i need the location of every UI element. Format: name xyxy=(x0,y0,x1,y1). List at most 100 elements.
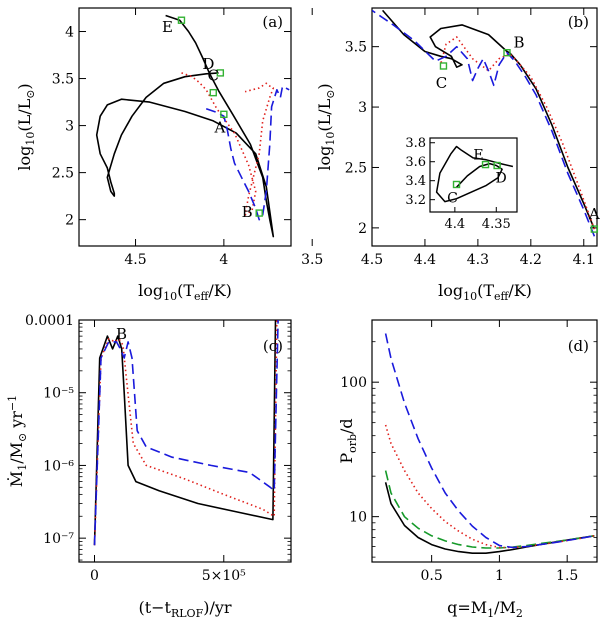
series-red-line xyxy=(181,72,275,216)
panel-b-curves xyxy=(372,9,596,237)
panel-a-markers: E DC A B xyxy=(162,16,263,221)
panel-d-xlabel: q=M1/M2 xyxy=(447,598,523,620)
series-red-line xyxy=(384,424,595,549)
y-tick-label: 3.5 xyxy=(52,71,74,87)
panel-b-ticks: 4.5 4.4 4.3 4.2 4.1 2 2.5 3 3.5 xyxy=(345,8,597,268)
panel-b-xlabel: log10(Teff/K) xyxy=(438,281,532,303)
inset-y-tick-label: 3.2 xyxy=(405,193,426,208)
x-tick-label: 1 xyxy=(495,568,504,584)
marker-C xyxy=(209,88,217,97)
inset-track-line xyxy=(435,145,514,203)
y-tick-label: 2 xyxy=(65,213,74,229)
panel-c-xlabel: (t−tRLOF)/yr xyxy=(138,598,231,620)
x-tick-label: 4.4 xyxy=(414,252,436,268)
x-tick-label: 4.5 xyxy=(361,252,383,268)
inset-y-tick-label: 3.4 xyxy=(405,174,426,189)
inset-markers: ED C xyxy=(447,148,507,207)
y-tick-label: 10⁻⁵ xyxy=(43,386,74,402)
marker-label-A: A xyxy=(588,205,600,223)
y-tick-label: 2 xyxy=(358,221,367,237)
series-black-line xyxy=(384,482,595,555)
x-tick-label: 4.5 xyxy=(124,252,146,268)
marker-D xyxy=(493,161,501,170)
inset-curve xyxy=(435,145,514,203)
marker-label-C: C xyxy=(208,67,219,85)
x-tick-label: 4.3 xyxy=(467,252,489,268)
x-tick-label: 3.5 xyxy=(301,252,323,268)
panel-d-ylabel: Porb/d xyxy=(337,418,359,463)
series-red-line xyxy=(440,36,596,230)
marker-A xyxy=(220,110,228,119)
marker-label-D: D xyxy=(202,55,214,73)
series-red-line xyxy=(93,320,278,546)
x-tick-label: 0 xyxy=(90,568,99,584)
marker-B xyxy=(503,49,511,57)
panel-c-annotation-b: B xyxy=(116,325,127,343)
series-blue-line xyxy=(384,333,595,549)
panel-d-curves xyxy=(384,333,595,555)
panel-c-ylabel: Ṁ1/M⊙ yr−1 xyxy=(6,395,29,487)
panel-d-ticks: 0.5 1 1.5 10 100 xyxy=(340,320,597,584)
panel-a-xlabel: log10(Teff/K) xyxy=(138,281,232,303)
panel-b-frame xyxy=(371,7,598,247)
marker-label-A: A xyxy=(213,118,225,136)
y-tick-label: 100 xyxy=(340,375,367,391)
panel-a-curves xyxy=(95,14,290,238)
y-tick-label: 3 xyxy=(358,100,367,116)
x-tick-label: 5×10⁵ xyxy=(202,568,246,584)
panel-c-curves xyxy=(93,320,279,546)
panel-d: 0.5 1 1.5 10 100 (d) q=M1/M2 Porb/d xyxy=(337,319,598,620)
marker-C xyxy=(439,62,448,70)
panel-a: 4.5 4 3.5 2 2.5 3 3.5 4 E DC A B (a) log10(Teff/K)… xyxy=(15,7,323,303)
x-tick-label: 1.5 xyxy=(556,568,578,584)
marker-E xyxy=(481,160,490,169)
series-black-line xyxy=(95,14,275,238)
marker-B xyxy=(255,209,263,217)
panel-a-ylabel: log10(L/L⊙) xyxy=(15,83,37,170)
inset-y-tick-label: 3.8 xyxy=(405,136,426,151)
x-tick-label: 4.1 xyxy=(573,252,595,268)
y-tick-label: 3.5 xyxy=(345,40,367,56)
panel-c: 0 5×10⁵ 10⁻⁷ 10⁻⁶ 10⁻⁵ 0.0001 B (c) (t−tRLOF)… xyxy=(6,313,292,620)
panel-c-ticks: 0 5×10⁵ 10⁻⁷ 10⁻⁶ 10⁻⁵ 0.0001 xyxy=(25,313,291,584)
series-blue-line xyxy=(205,85,290,221)
marker-E xyxy=(177,16,186,24)
inset-x-tick-label: 4.4 xyxy=(445,217,466,232)
marker-label-C: C xyxy=(436,74,447,92)
marker-D xyxy=(216,69,225,77)
panel-b-markers: B C A xyxy=(436,34,600,233)
y-tick-label: 3 xyxy=(65,118,74,134)
y-tick-label: 4 xyxy=(65,24,74,40)
marker-label-C: C xyxy=(447,190,458,206)
marker-C xyxy=(452,180,461,189)
panel-b-ylabel: log10(L/L⊙) xyxy=(315,83,337,170)
panel-a-label: (a) xyxy=(262,13,283,31)
y-tick-label: 2.5 xyxy=(345,160,367,176)
panel-a-frame xyxy=(78,7,292,247)
marker-label-E: E xyxy=(162,18,173,36)
inset-y-tick-label: 3.6 xyxy=(405,155,426,170)
panel-c-frame xyxy=(78,319,292,563)
x-tick-label: 4 xyxy=(219,252,228,268)
y-tick-label: 10⁻⁶ xyxy=(43,458,74,474)
panel-c-label: (c) xyxy=(263,337,283,355)
inset-frame xyxy=(429,137,518,213)
marker-A xyxy=(590,225,599,233)
marker-label-D: D xyxy=(495,171,506,187)
y-tick-label: 2.5 xyxy=(52,166,74,182)
marker-label-B: B xyxy=(513,34,524,52)
panel-d-label: (d) xyxy=(568,337,589,355)
inset-ticks: 4.4 4.35 3.2 3.4 3.6 3.8 xyxy=(405,136,510,232)
x-tick-label: 4.2 xyxy=(520,252,542,268)
marker-label-E: E xyxy=(473,148,483,164)
x-tick-label: 0.5 xyxy=(421,568,443,584)
series-blue-line xyxy=(372,9,596,237)
y-tick-label: 10⁻⁷ xyxy=(43,531,74,547)
panel-a-ticks: 4.5 4 3.5 2 2.5 3 3.5 4 xyxy=(52,8,323,268)
y-tick-label: 0.0001 xyxy=(25,313,74,329)
panel-d-frame xyxy=(371,319,598,563)
panel-b: 4.5 4.4 4.3 4.2 4.1 2 2.5 3 3.5 B C A 4.4 4.35 3.2 3.… xyxy=(315,7,600,303)
panel-b-inset: 4.4 4.35 3.2 3.4 3.6 3.8 ED C xyxy=(405,136,518,232)
y-tick-label: 10 xyxy=(349,510,367,526)
